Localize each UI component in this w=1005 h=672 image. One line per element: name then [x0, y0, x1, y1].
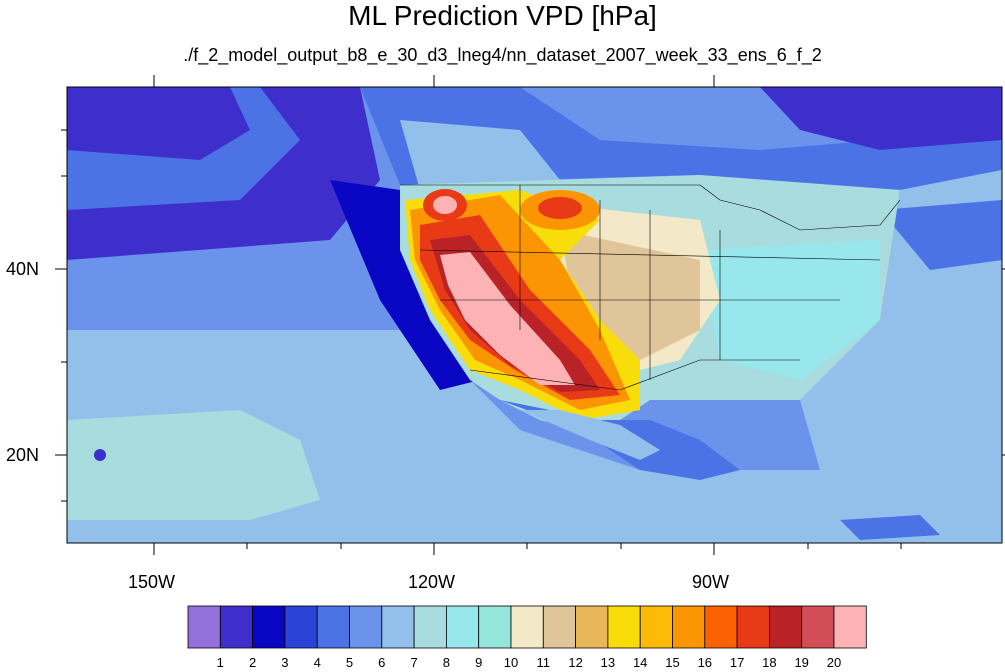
- colorbar-label: 20: [826, 655, 842, 670]
- colorbar-label: 9: [475, 655, 483, 670]
- colorbar-box: [736, 605, 770, 649]
- colorbar-box: [219, 605, 254, 649]
- colorbar-box: [252, 605, 286, 649]
- colorbar-box: [381, 605, 415, 649]
- colorbar-label: 16: [697, 655, 713, 670]
- map-fill: [67, 87, 1002, 543]
- colorbar-box: [704, 605, 738, 649]
- colorbar-box: [672, 605, 706, 649]
- map-frame: [66, 86, 1003, 544]
- colorbar-label: 15: [665, 655, 680, 670]
- vpd-map: [55, 75, 1005, 555]
- colorbar-label: 8: [442, 655, 450, 670]
- lat-label-20n: 20N: [6, 445, 40, 465]
- colorbar-box: [510, 605, 544, 649]
- lon-label-90w: 90W: [692, 572, 730, 592]
- colorbar-box: [801, 605, 835, 649]
- colorbar-box: [349, 605, 383, 649]
- colorbar-box: [607, 605, 641, 649]
- colorbar-label: 10: [503, 655, 519, 670]
- colorbar-box: [478, 605, 512, 649]
- lon-label-150w: 150W: [128, 572, 176, 592]
- colorbar-box: [413, 605, 447, 649]
- map-subtitle: ./f_2_model_output_b8_e_30_d3_lneg4/nn_d…: [183, 45, 822, 65]
- colorbar-label: 17: [729, 655, 745, 670]
- colorbar-label: 5: [345, 655, 354, 670]
- boundary-lines: [400, 184, 901, 391]
- colorbar-box: [187, 605, 221, 649]
- colorbar-box: [316, 605, 350, 649]
- colorbar-label: 11: [536, 655, 551, 670]
- colorbar-box: [769, 605, 803, 649]
- lat-label-40n: 40N: [6, 259, 40, 279]
- lon-label-120w: 120W: [408, 572, 456, 592]
- colorbar-label: 4: [313, 655, 321, 670]
- colorbar-box: [445, 605, 480, 649]
- colorbar-label: 13: [600, 655, 616, 670]
- colorbar-box: [542, 605, 576, 649]
- colorbar-label: 19: [794, 655, 809, 670]
- colorbar-box: [575, 605, 609, 649]
- colorbar-label: 12: [568, 655, 583, 670]
- colorbar-label: 3: [281, 655, 289, 670]
- colorbar-box: [833, 605, 867, 649]
- colorbar-label: 6: [378, 655, 386, 670]
- colorbar-label: 2: [248, 655, 257, 670]
- colorbar-box: [639, 605, 673, 649]
- colorbar-boxes: [187, 605, 867, 649]
- colorbar-box: [284, 605, 318, 649]
- axis-ticks: [55, 75, 1005, 555]
- map-title: ML Prediction VPD [hPa]: [348, 0, 657, 31]
- colorbar-label: 18: [762, 655, 777, 670]
- colorbar-label: 7: [410, 655, 418, 670]
- colorbar-label: 1: [216, 655, 224, 670]
- colorbar-label: 14: [632, 655, 648, 670]
